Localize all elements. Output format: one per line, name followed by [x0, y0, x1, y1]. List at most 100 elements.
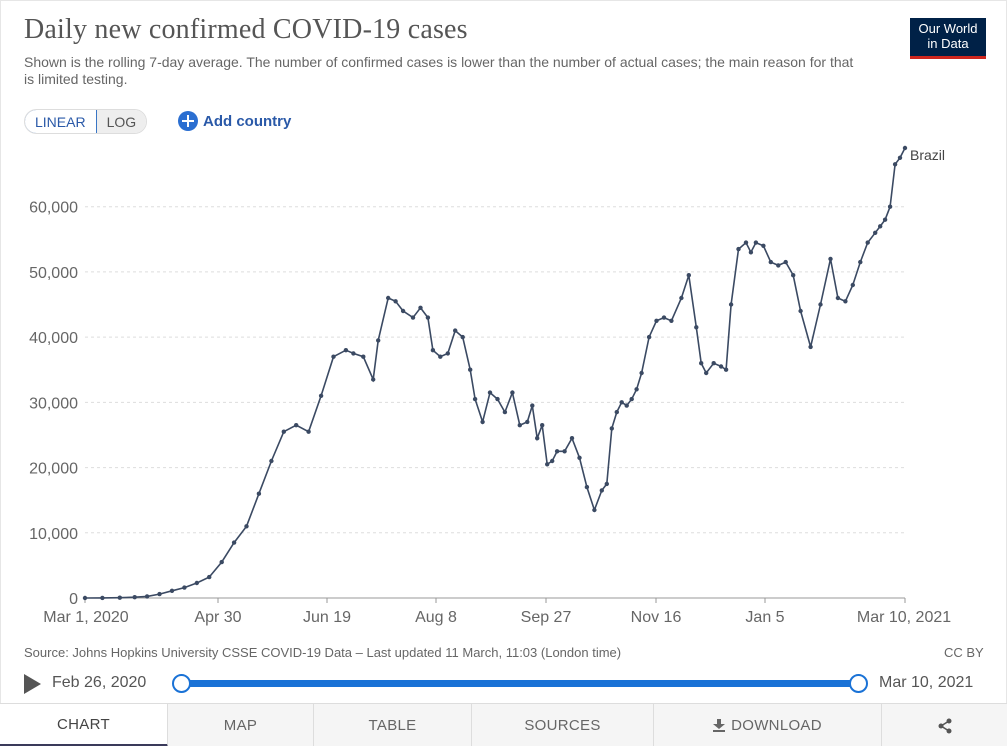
tab-table[interactable]: TABLE — [314, 704, 472, 746]
data-point — [686, 273, 691, 278]
series-line-brazil — [84, 147, 906, 599]
owid-logo[interactable]: Our World in Data — [910, 18, 986, 59]
data-point — [592, 507, 597, 513]
license-link[interactable]: CC BY — [944, 645, 984, 660]
data-point — [694, 325, 699, 330]
y-axis-ticks: 0 10,000 20,000 30,000 40,000 50,000 60,000 — [29, 200, 78, 608]
data-point — [269, 458, 274, 464]
data-point — [438, 354, 443, 359]
tab-chart[interactable]: CHART — [0, 704, 168, 746]
tab-sources[interactable]: SOURCES — [472, 704, 654, 746]
data-point — [231, 540, 237, 545]
tab-map[interactable]: MAP — [168, 704, 314, 746]
data-point — [661, 315, 667, 320]
series-layer: Brazil — [82, 145, 945, 601]
timeline-start-handle[interactable] — [172, 674, 191, 693]
data-point — [748, 250, 754, 255]
x-tick-label: Jun 19 — [303, 609, 351, 626]
data-point — [207, 574, 212, 580]
data-point — [480, 419, 485, 425]
timeline-track[interactable] — [182, 680, 858, 687]
add-country-label: Add country — [203, 112, 292, 130]
data-point — [718, 364, 724, 369]
line-chart[interactable]: 0 10,000 20,000 30,000 40,000 50,000 60,000 Ma… — [0, 140, 1007, 640]
add-country-button[interactable]: Add country — [178, 111, 291, 131]
data-point — [418, 305, 423, 310]
data-point — [468, 367, 473, 372]
data-point — [495, 396, 500, 402]
data-point — [768, 259, 773, 265]
data-point — [882, 217, 888, 222]
x-tick-label: Aug 8 — [415, 609, 457, 626]
y-tick-label: 20,000 — [29, 461, 78, 478]
data-point — [182, 585, 187, 590]
data-point — [776, 263, 781, 268]
linear-scale-button[interactable]: LINEAR — [25, 110, 97, 133]
tab-bar: CHART MAP TABLE SOURCES DOWNLOAD — [0, 703, 1007, 746]
x-axis-ticks: Mar 1, 2020 Apr 30 Jun 19 Aug 8 Sep 27 Nov 16… — [43, 598, 951, 626]
data-point — [371, 377, 376, 382]
data-point — [634, 387, 639, 392]
data-point — [318, 393, 324, 398]
data-point — [445, 351, 450, 356]
data-point — [873, 230, 878, 235]
log-scale-button[interactable]: LOG — [96, 110, 147, 133]
grid-lines — [85, 206, 905, 599]
tab-share[interactable] — [882, 704, 1007, 746]
y-tick-label: 10,000 — [29, 526, 78, 543]
data-point — [256, 491, 262, 496]
data-point — [343, 348, 349, 353]
data-point — [599, 488, 604, 493]
data-point — [669, 318, 674, 323]
data-point — [294, 423, 299, 428]
data-point — [562, 449, 567, 454]
data-point — [117, 595, 123, 600]
data-point — [82, 595, 88, 601]
data-point — [619, 400, 624, 405]
data-point — [728, 302, 734, 307]
data-point — [545, 462, 550, 467]
data-point — [169, 588, 175, 593]
data-point — [887, 204, 893, 209]
x-tick-label: Apr 30 — [194, 609, 241, 626]
data-point — [679, 295, 684, 301]
data-point — [604, 481, 609, 487]
data-point — [517, 423, 522, 428]
timeline-end-label: Mar 10, 2021 — [879, 674, 974, 691]
source-note[interactable]: Source: Johns Hopkins University CSSE CO… — [24, 645, 622, 660]
data-point — [569, 436, 575, 441]
data-point — [843, 299, 848, 304]
data-point — [554, 449, 560, 454]
data-point — [818, 302, 823, 307]
data-point — [743, 240, 749, 245]
data-point — [550, 458, 555, 464]
data-point — [892, 162, 898, 167]
data-point — [361, 354, 366, 359]
x-tick-label: Sep 27 — [521, 609, 572, 626]
data-point — [487, 390, 493, 395]
data-point — [530, 403, 535, 408]
data-point — [132, 595, 137, 600]
timeline-start-label: Feb 26, 2020 — [52, 674, 147, 691]
data-point — [351, 351, 356, 356]
data-point — [410, 315, 416, 320]
data-point — [306, 429, 311, 434]
data-point — [609, 426, 614, 431]
data-point — [828, 256, 833, 262]
data-point — [865, 240, 870, 245]
data-point — [386, 295, 391, 301]
data-point — [753, 240, 759, 245]
play-icon[interactable] — [24, 674, 41, 694]
data-point — [376, 338, 381, 343]
x-tick-label: Mar 1, 2020 — [43, 609, 128, 626]
x-tick-label: Jan 5 — [745, 609, 784, 626]
data-point — [614, 409, 619, 415]
tab-download[interactable]: DOWNLOAD — [654, 704, 882, 746]
data-point — [472, 396, 478, 402]
data-point — [835, 295, 841, 301]
data-point — [453, 328, 458, 333]
timeline-end-handle[interactable] — [849, 674, 868, 693]
data-point — [850, 282, 855, 288]
data-point — [761, 243, 766, 248]
plus-circle-icon — [178, 111, 198, 131]
